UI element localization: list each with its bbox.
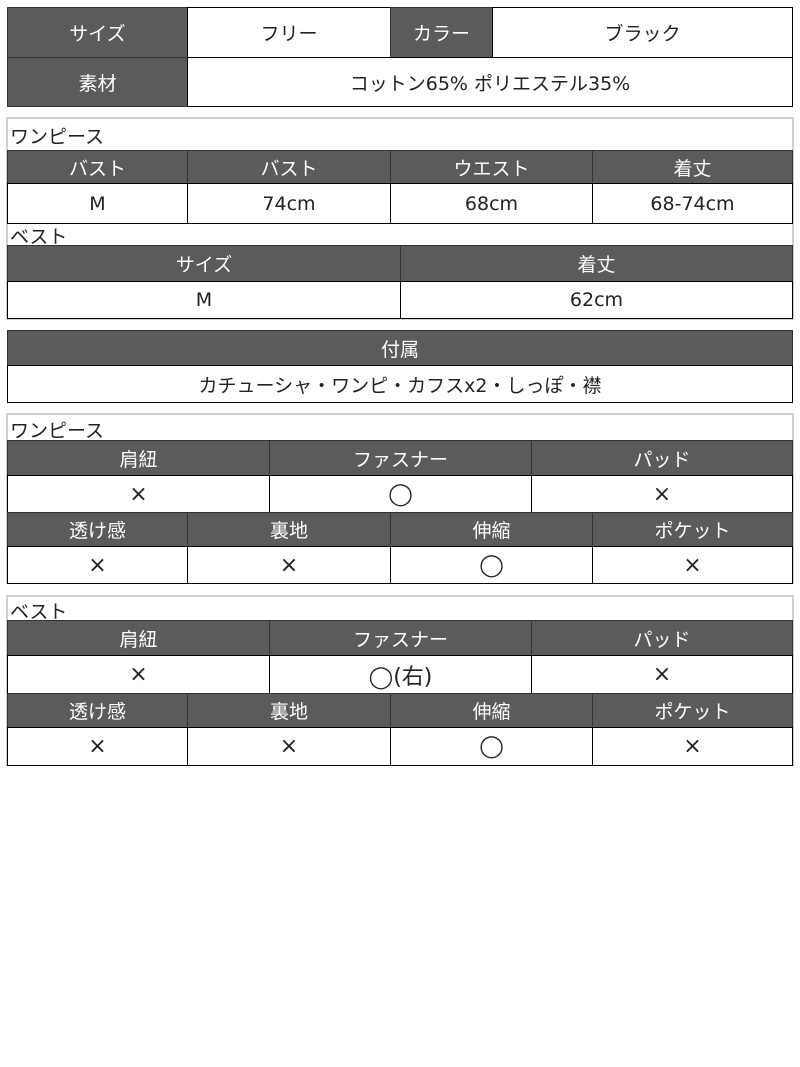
dress-header: バスト (187, 150, 391, 184)
feature-header: 伸縮 (390, 512, 593, 547)
material-value: コットン65% ポリエステル35% (187, 57, 793, 107)
feature-value: ◯(右) (269, 655, 532, 694)
accessories-value: カチューシャ・ワンピ・カフスx2・しっぽ・襟 (7, 365, 793, 403)
feature-header: 肩紐 (7, 440, 270, 476)
color-label: カラー (390, 7, 493, 58)
feature-value: ◯ (390, 727, 593, 766)
feature-header: 肩紐 (7, 620, 270, 656)
feature-header: 伸縮 (390, 693, 593, 728)
vest-header: 着丈 (400, 245, 793, 282)
material-label: 素材 (7, 57, 188, 107)
feature-value: × (7, 546, 188, 584)
feature-header: ポケット (592, 693, 793, 728)
feature-value: × (7, 655, 270, 694)
vest-features-title: ベスト (10, 601, 68, 623)
feature-value: × (592, 727, 793, 766)
dress-value: 68-74cm (592, 183, 793, 224)
feature-header: 透け感 (7, 693, 188, 728)
feature-header: 裏地 (187, 693, 391, 728)
dress-size-title: ワンピース (10, 126, 105, 148)
size-value: フリー (187, 7, 391, 58)
feature-header: パッド (531, 620, 793, 656)
feature-value: × (187, 727, 391, 766)
feature-header: ファスナー (269, 620, 532, 656)
dress-value: 74cm (187, 183, 391, 224)
accessories-label: 付属 (7, 330, 793, 366)
vest-value: M (7, 281, 401, 319)
vest-value: 62cm (400, 281, 793, 319)
feature-value: × (7, 727, 188, 766)
dress-header: ウエスト (390, 150, 593, 184)
dress-header: バスト (7, 150, 188, 184)
dress-features-title: ワンピース (10, 420, 105, 442)
feature-header: 裏地 (187, 512, 391, 547)
feature-value: × (7, 475, 270, 513)
feature-value: ◯ (269, 475, 532, 513)
feature-header: ポケット (592, 512, 793, 547)
feature-value: × (187, 546, 391, 584)
feature-value: ◯ (390, 546, 593, 584)
dress-header: 着丈 (592, 150, 793, 184)
feature-value: × (531, 475, 793, 513)
size-label: サイズ (7, 7, 188, 58)
feature-header: ファスナー (269, 440, 532, 476)
feature-header: 透け感 (7, 512, 188, 547)
vest-size-title: ベスト (10, 226, 68, 248)
dress-value: 68cm (390, 183, 593, 224)
color-value: ブラック (492, 7, 793, 58)
dress-value: M (7, 183, 188, 224)
feature-value: × (531, 655, 793, 694)
feature-header: パッド (531, 440, 793, 476)
vest-header: サイズ (7, 245, 401, 282)
feature-value: × (592, 546, 793, 584)
